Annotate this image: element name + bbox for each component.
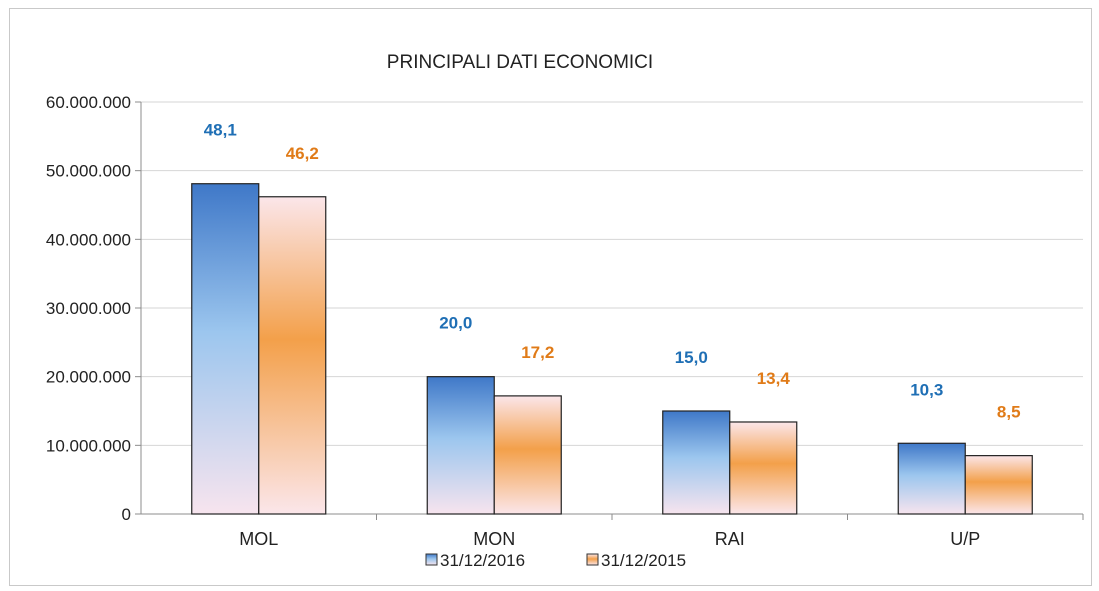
legend-label: 31/12/2016 [440, 551, 525, 570]
data-label: 13,4 [757, 369, 791, 388]
y-tick-label: 40.000.000 [46, 230, 131, 249]
data-label: 46,2 [286, 144, 319, 163]
bar-mon-series-2 [493, 395, 562, 515]
bar-u-p-series-1 [897, 442, 966, 515]
y-tick-label: 10.000.000 [46, 436, 131, 455]
legend-swatch [586, 553, 599, 566]
data-label: 17,2 [521, 343, 554, 362]
y-tick-label: 50.000.000 [46, 162, 131, 181]
x-tick-label: MOL [239, 529, 278, 549]
bar-mol-series-2 [258, 196, 327, 515]
bar-rai-series-2 [729, 421, 798, 515]
x-axis: MOL MON RAI U/P [239, 514, 1084, 549]
y-tick-label: 60.000.000 [46, 93, 131, 112]
bars [191, 183, 1033, 515]
data-label: 15,0 [675, 348, 708, 367]
bar-u-p-series-2 [964, 455, 1033, 515]
data-label: 8,5 [997, 403, 1021, 422]
x-tick-label: MON [473, 529, 515, 549]
legend: 31/12/2016 31/12/2015 [425, 551, 686, 570]
data-label: 48,1 [204, 121, 237, 140]
y-tick-label: 0 [122, 505, 131, 524]
y-tick-label: 30.000.000 [46, 299, 131, 318]
x-tick-label: RAI [715, 529, 745, 549]
bar-mon-series-1 [426, 376, 495, 515]
bar-chart: PRINCIPALI DATI ECONOMICI 0 10.000.000 20.… [46, 52, 1084, 570]
y-axis: 0 10.000.000 20.000.000 30.000.000 40.000.00… [46, 93, 131, 524]
legend-swatch [425, 553, 438, 566]
bar-mol-series-1 [191, 183, 260, 515]
y-tick-label: 20.000.000 [46, 368, 131, 387]
bar-rai-series-1 [662, 410, 731, 515]
data-label: 10,3 [910, 380, 943, 399]
legend-label: 31/12/2015 [601, 551, 686, 570]
x-tick-label: U/P [950, 529, 980, 549]
chart-frame: PRINCIPALI DATI ECONOMICI 0 10.000.000 20.… [9, 8, 1092, 586]
chart-title: PRINCIPALI DATI ECONOMICI [387, 52, 653, 73]
data-labels: 48,1 46,2 20,0 17,2 15,0 13,4 10,3 8,5 [204, 121, 1021, 422]
data-label: 20,0 [439, 314, 472, 333]
